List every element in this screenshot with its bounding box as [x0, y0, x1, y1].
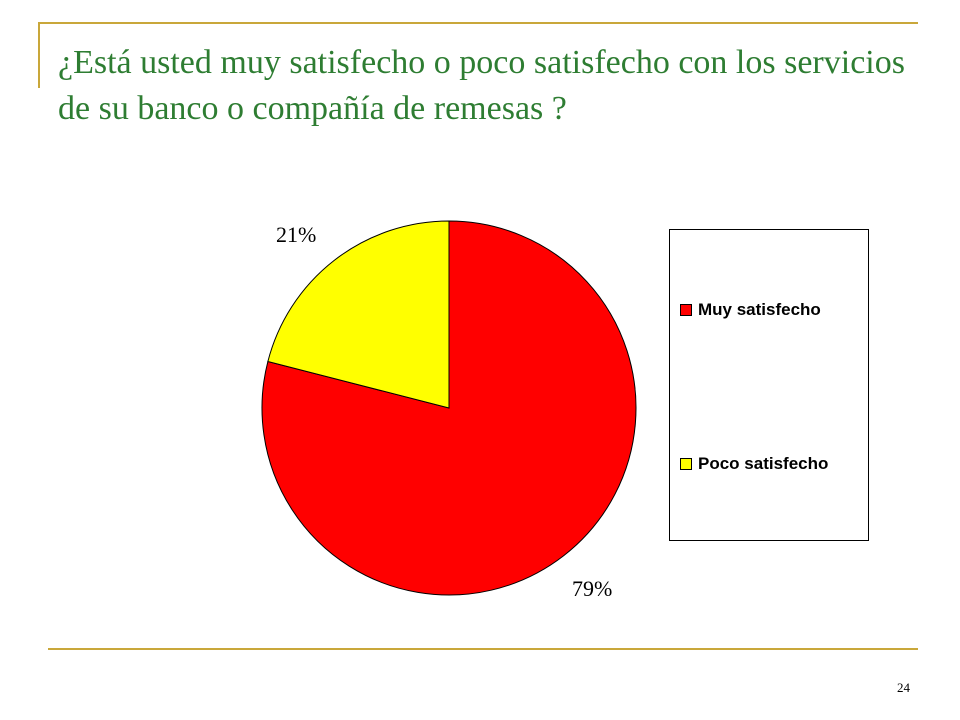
legend-label-muy-satisfecho: Muy satisfecho	[698, 300, 821, 319]
top-accent-rule	[38, 22, 918, 24]
legend-swatch-muy-satisfecho	[680, 304, 692, 316]
legend-item-poco-satisfecho: Poco satisfecho	[680, 454, 828, 474]
pie-slices	[261, 220, 637, 596]
pie-slice-poco-satisfecho	[267, 220, 450, 409]
bottom-accent-rule	[48, 648, 918, 650]
page-number: 24	[897, 680, 910, 695]
slide-title: ¿Está usted muy satisfecho o poco satisf…	[58, 44, 905, 127]
legend-swatch-poco-satisfecho	[680, 458, 692, 470]
legend-label-poco-satisfecho: Poco satisfecho	[698, 454, 829, 473]
slice-label-muy-satisfecho: 79%	[572, 576, 613, 601]
left-accent-rule	[38, 22, 40, 88]
slice-label-poco-satisfecho: 21%	[276, 222, 317, 247]
chart-legend: Muy satisfecho Poco satisfecho	[669, 229, 869, 541]
legend-item-muy-satisfecho: Muy satisfecho	[680, 300, 821, 320]
